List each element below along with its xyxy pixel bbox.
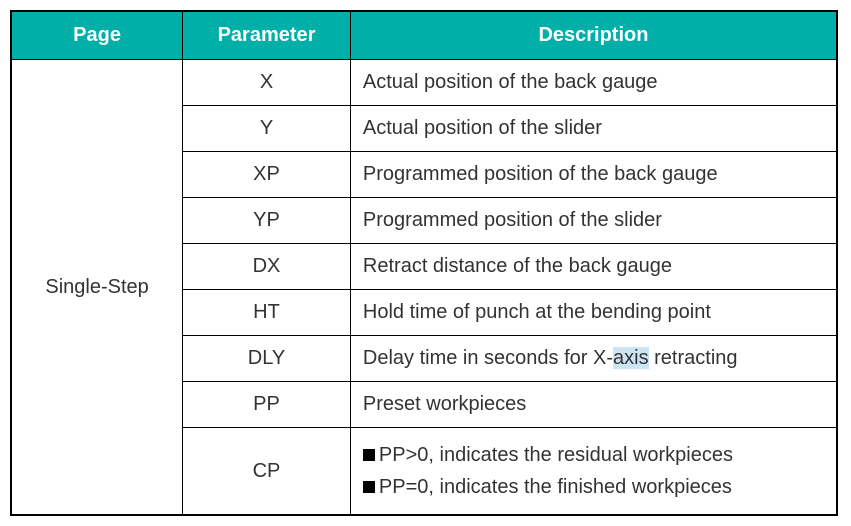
param-cell: X (183, 60, 351, 106)
square-bullet-icon (363, 449, 375, 461)
page-cell: Single-Step (11, 60, 183, 516)
desc-cell: Delay time in seconds for X-axis retract… (350, 336, 837, 382)
bullet-text: PP=0, indicates the finished workpieces (379, 476, 732, 498)
param-cell: DLY (183, 336, 351, 382)
square-bullet-icon (363, 481, 375, 493)
param-cell: HT (183, 290, 351, 336)
bullet-line: PP>0, indicates the residual workpieces (363, 439, 824, 471)
param-cell: YP (183, 198, 351, 244)
param-cell: DX (183, 244, 351, 290)
bullet-line: PP=0, indicates the finished workpieces (363, 471, 824, 503)
param-cell: XP (183, 152, 351, 198)
desc-text-post: retracting (649, 347, 738, 369)
desc-cell: Actual position of the back gauge (350, 60, 837, 106)
desc-cell: Retract distance of the back gauge (350, 244, 837, 290)
table-header-row: Page Parameter Description (11, 11, 837, 60)
desc-text-pre: Delay time in seconds for X- (363, 347, 613, 369)
param-cell: Y (183, 106, 351, 152)
desc-text-highlight: axis (613, 347, 649, 369)
param-cell: CP (183, 428, 351, 516)
desc-cell: PP>0, indicates the residual workpieces … (350, 428, 837, 516)
bullet-text: PP>0, indicates the residual workpieces (379, 444, 733, 466)
header-parameter: Parameter (183, 11, 351, 60)
desc-cell: Hold time of punch at the bending point (350, 290, 837, 336)
desc-cell: Programmed position of the slider (350, 198, 837, 244)
desc-cell: Actual position of the slider (350, 106, 837, 152)
param-cell: PP (183, 382, 351, 428)
desc-cell: Programmed position of the back gauge (350, 152, 837, 198)
desc-cell: Preset workpieces (350, 382, 837, 428)
header-description: Description (350, 11, 837, 60)
header-page: Page (11, 11, 183, 60)
parameters-table: Page Parameter Description Single-Step X… (10, 10, 838, 516)
table-row: Single-Step X Actual position of the bac… (11, 60, 837, 106)
